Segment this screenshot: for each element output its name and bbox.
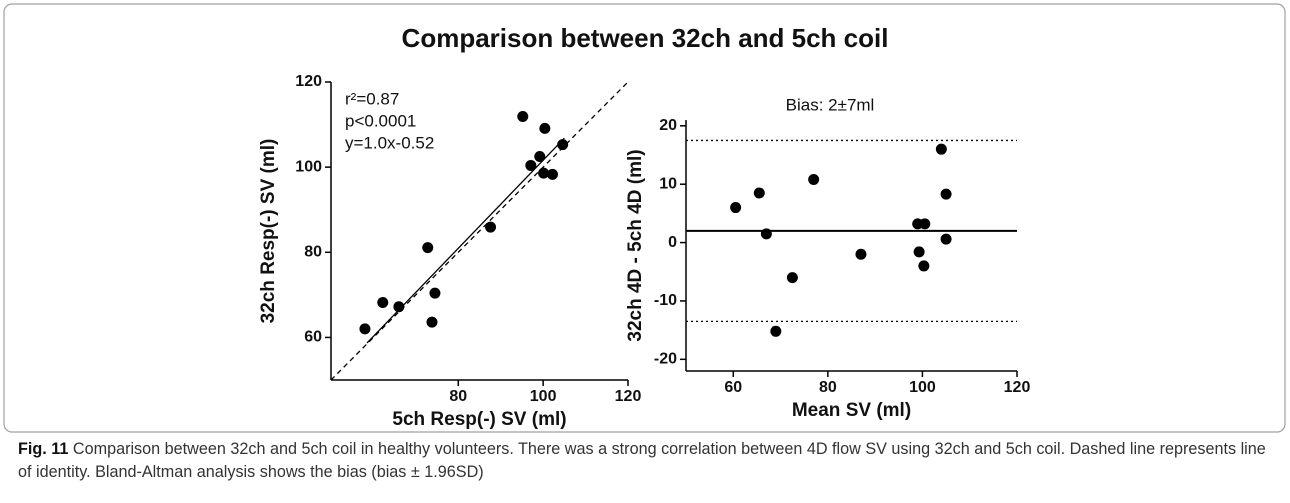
data-point [770,325,782,337]
y-axis-title: 32ch Resp(-) SV (ml) [258,139,279,324]
data-point [539,122,551,134]
data-point [517,110,529,122]
x-tick-label: 120 [615,388,642,405]
data-point [422,242,434,254]
y-tick-label: 10 [659,175,677,192]
x-tick-label: 60 [724,379,742,396]
annotation: r²=0.87 [345,89,399,108]
data-point [730,202,742,214]
data-point [377,297,389,309]
data-point [808,174,820,186]
data-point [760,228,772,240]
y-tick-label: -10 [654,292,677,309]
fit-line [330,81,629,381]
figure-title: Comparison between 32ch and 5ch coil [402,23,889,53]
x-axis-title: 5ch Resp(-) SV (ml) [392,409,566,430]
data-point [393,301,405,313]
x-tick-label: 100 [530,388,557,405]
data-point [485,221,497,233]
y-tick-label: 120 [295,73,322,90]
figure: Comparison between 32ch and 5ch coil 60 8… [3,3,1286,433]
y-tick-label: 20 [659,117,677,134]
data-point [429,287,441,299]
data-point [538,167,550,179]
data-point [525,159,537,171]
caption-label: Fig. 11 [18,440,69,458]
x-tick-label: 80 [449,388,467,405]
data-point [940,233,952,245]
y-tick-label: 0 [668,234,677,251]
y-tick-label: -20 [654,351,677,368]
data-point [786,272,798,284]
data-point [855,248,867,260]
data-point [546,168,558,180]
x-tick-label: 100 [909,379,936,396]
data-point [940,188,952,200]
y-tick-label: 100 [295,158,322,175]
caption-text: Comparison between 32ch and 5ch coil in … [18,440,1266,481]
caption: Fig. 11 Comparison between 32ch and 5ch … [18,438,1274,483]
figure-border [3,3,1286,433]
data-point [935,143,947,155]
annotation: y=1.0x-0.52 [345,133,434,152]
data-point [918,260,930,272]
data-point [534,151,546,162]
y-tick-label: 60 [304,329,322,346]
x-tick-label: 120 [1004,379,1031,396]
data-point [359,323,371,335]
data-point [426,316,438,328]
data-point [913,246,925,258]
annotation: p<0.0001 [345,111,416,130]
data-point [753,187,765,199]
data-point [919,218,931,230]
annotation: Bias: 2±7ml [786,95,875,114]
data-point [557,139,569,151]
x-axis-title: Mean SV (ml) [792,400,911,421]
y-tick-label: 80 [304,244,322,261]
x-tick-label: 80 [819,379,837,396]
y-axis-title: 32ch 4D - 5ch 4D (ml) [625,149,646,341]
